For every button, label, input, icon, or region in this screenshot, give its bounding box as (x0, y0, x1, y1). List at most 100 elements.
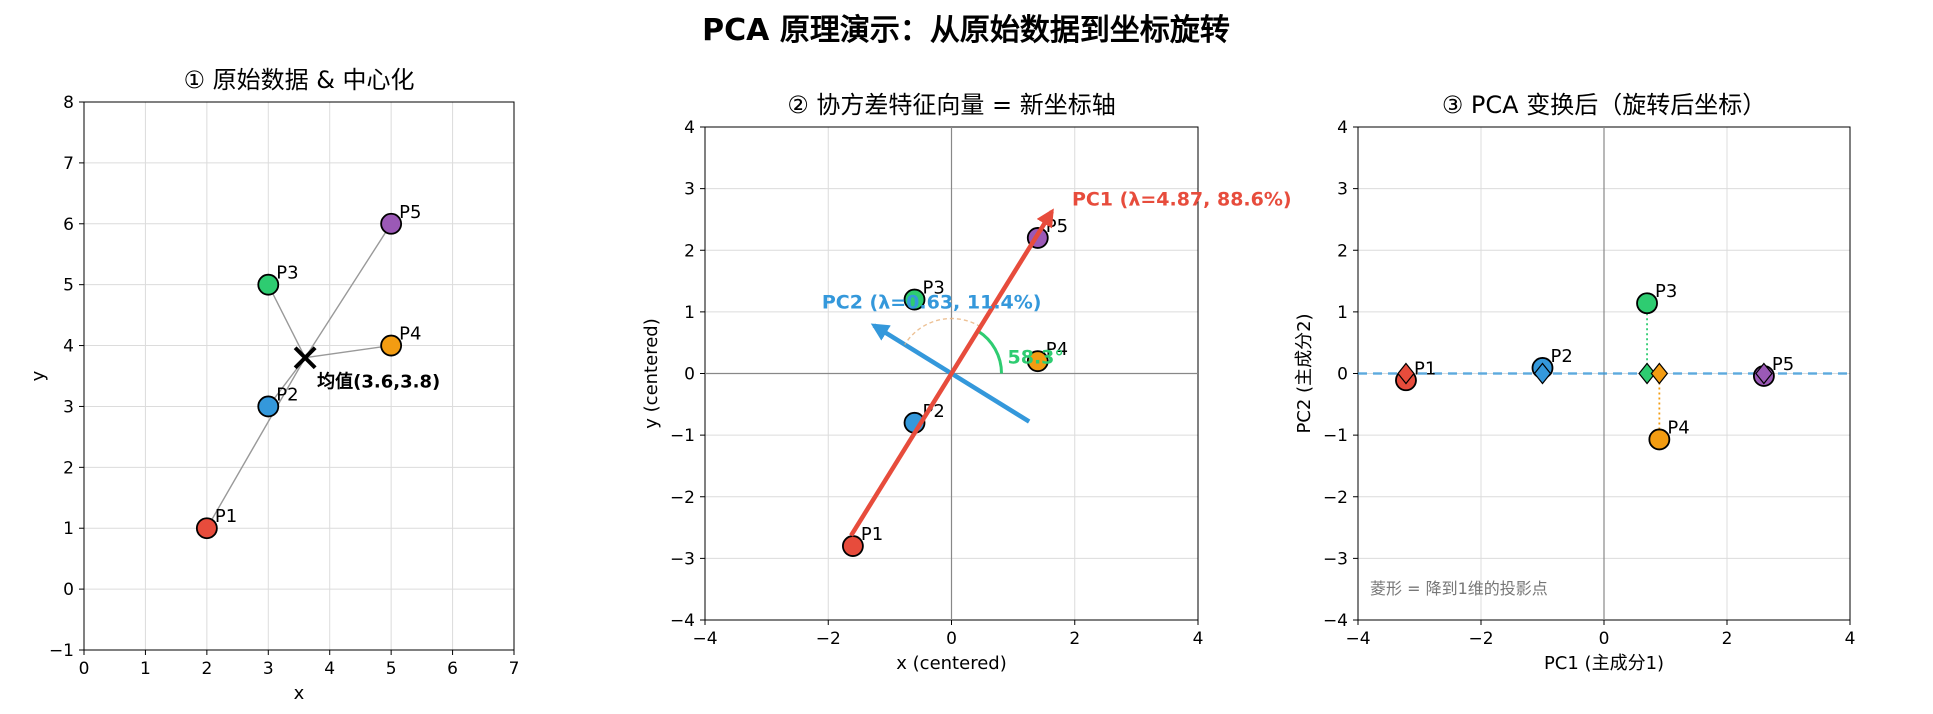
chart-title: ③ PCA 变换后（旋转后坐标） (1442, 91, 1766, 119)
x-tick-label: −2 (816, 629, 841, 649)
y-tick-label: 3 (684, 180, 695, 200)
x-tick-label: 0 (1599, 629, 1610, 649)
x-tick-label: 4 (1845, 629, 1856, 649)
point-label-p1: P1 (1414, 358, 1436, 379)
data-point-p4 (380, 334, 403, 357)
y-tick-label: −2 (1323, 488, 1348, 508)
y-tick-label: 3 (63, 397, 74, 417)
point-label-p2: P2 (923, 401, 945, 422)
figure-title: PCA 原理演示：从原始数据到坐标旋转 (702, 13, 1230, 48)
y-tick-label: 8 (63, 93, 74, 113)
y-tick-label: 4 (1337, 118, 1348, 138)
point-label-p5: P5 (399, 202, 421, 223)
y-tick-label: −4 (670, 611, 695, 631)
point-label-p3: P3 (1655, 281, 1677, 302)
chart-3-pca-transformed: −4 −2 0 2 4 −4 −3 −2 −1 0 1 2 3 4 ③ PCA 变换后（旋转后坐标） PC1 … (1294, 91, 1855, 674)
y-tick-label: −1 (1323, 426, 1348, 446)
x-tick-label: 7 (509, 659, 520, 679)
y-tick-label: −3 (670, 549, 695, 569)
data-point-p4 (1648, 428, 1671, 451)
data-point-p5 (380, 212, 403, 235)
y-tick-label: 0 (1337, 365, 1348, 385)
pc1-arrow (849, 208, 1054, 537)
projection-diamond-p2 (1533, 362, 1552, 385)
y-tick-label: 2 (1337, 241, 1348, 261)
projection-note: 菱形 = 降到1维的投影点 (1370, 579, 1548, 598)
point-label-p4: P4 (1667, 417, 1689, 438)
x-tick-label: 0 (79, 659, 90, 679)
projection-diamond-p1 (1397, 362, 1415, 385)
x-tick-label: −4 (1345, 629, 1370, 649)
plot-area (84, 102, 514, 650)
y-tick-label: −2 (670, 488, 695, 508)
center-link (304, 223, 392, 359)
x-tick-label: 5 (386, 659, 397, 679)
y-tick-label: 2 (63, 458, 74, 478)
center-link (267, 284, 306, 359)
y-tick-label: 1 (63, 519, 74, 539)
data-point-p3 (903, 288, 926, 311)
y-tick-label: 2 (684, 241, 695, 261)
mean-marker (293, 346, 317, 370)
orthogonal-arc (904, 317, 981, 345)
x-tick-label: 2 (1069, 629, 1080, 649)
x-axis-label: x (centered) (896, 653, 1006, 674)
y-tick-label: 4 (63, 337, 74, 357)
pc1-label: PC1 (λ=4.87, 88.6%) (1072, 188, 1292, 210)
y-axis-label: y (centered) (641, 318, 662, 428)
point-label-p2: P2 (1551, 346, 1573, 367)
projection-diamond-p3 (1638, 362, 1656, 385)
y-tick-label: −1 (49, 641, 74, 661)
y-tick-label: 1 (684, 303, 695, 323)
y-tick-label: 7 (63, 154, 74, 174)
x-tick-label: −4 (692, 629, 717, 649)
y-tick-label: 4 (684, 118, 695, 138)
data-point-p3 (257, 273, 280, 296)
y-tick-label: 6 (63, 215, 74, 235)
point-label-p5: P5 (1772, 354, 1794, 375)
y-tick-label: −3 (1323, 549, 1348, 569)
x-tick-label: 0 (946, 629, 957, 649)
chart-title: ② 协方差特征向量 = 新坐标轴 (787, 91, 1116, 119)
x-tick-label: 6 (447, 659, 458, 679)
y-tick-label: −4 (1323, 611, 1348, 631)
x-tick-label: −2 (1468, 629, 1493, 649)
data-point-p1 (842, 535, 864, 557)
projection-diamond-p4 (1650, 362, 1669, 385)
point-label-p1: P1 (861, 524, 883, 545)
y-tick-label: −1 (670, 426, 695, 446)
point-label-p1: P1 (215, 506, 237, 527)
x-tick-label: 4 (1193, 629, 1204, 649)
x-tick-label: 3 (263, 659, 274, 679)
projection-diamond-p5 (1755, 362, 1773, 385)
axes-frame (83, 101, 515, 651)
chart-2-eigenvectors: −4 −2 0 2 4 −4 −3 −2 −1 0 1 2 3 4 ② 协方差特征向量 = 新坐标轴 x (c… (641, 91, 1292, 674)
x-tick-label: 2 (201, 659, 212, 679)
point-label-p2: P2 (276, 384, 298, 405)
y-tick-label: 1 (1337, 303, 1348, 323)
pc2-label: PC2 (λ=0.63, 11.4%) (822, 291, 1042, 313)
point-label-p3: P3 (276, 263, 298, 284)
y-tick-label: 0 (63, 580, 74, 600)
y-tick-label: 5 (63, 276, 74, 296)
x-tick-label: 2 (1722, 629, 1733, 649)
point-label-p4: P4 (1046, 339, 1068, 360)
angle-arc (976, 329, 1003, 374)
data-point-p4 (1026, 350, 1049, 373)
center-link (305, 344, 392, 359)
data-point-p1 (195, 517, 218, 540)
x-axis-label: x (294, 683, 305, 704)
y-axis-label: y (28, 370, 49, 381)
point-label-p3: P3 (923, 278, 945, 299)
y-axis-label: PC2 (主成分2) (1294, 313, 1315, 433)
x-tick-label: 1 (140, 659, 151, 679)
mean-label: 均值(3.6,3.8) (317, 371, 440, 393)
center-link (206, 357, 306, 529)
chart-title: ① 原始数据 & 中心化 (183, 66, 414, 94)
data-point-p2 (257, 395, 280, 418)
angle-label: 58.3° (1008, 347, 1064, 369)
y-tick-label: 0 (684, 365, 695, 385)
y-tick-label: 3 (1337, 180, 1348, 200)
